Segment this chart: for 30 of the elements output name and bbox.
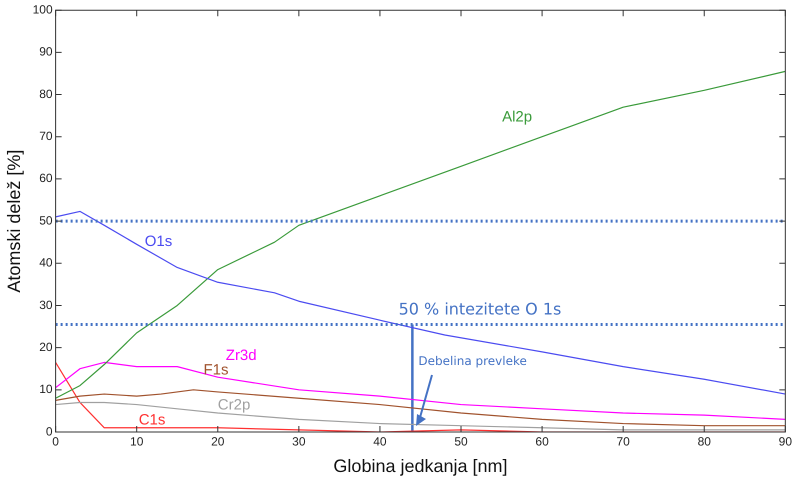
y-tick-label: 70: [39, 129, 53, 144]
x-tick-label: 50: [454, 434, 468, 449]
y-tick-label: 40: [39, 256, 53, 270]
x-tick-label: 70: [616, 434, 630, 449]
y-tick-label: 30: [39, 298, 53, 312]
x-tick-label: 90: [778, 434, 792, 449]
y-axis-title: Atomski delež [%]: [4, 150, 24, 293]
series-label: Zr3d: [226, 346, 257, 364]
series-label: O1s: [144, 232, 172, 250]
y-tick-label: 80: [39, 86, 53, 101]
y-tick-label: 90: [39, 44, 53, 59]
y-tick-label: 60: [39, 171, 53, 186]
x-tick-label: 10: [130, 434, 144, 449]
y-tick-label: 10: [39, 382, 53, 396]
x-tick-label: 80: [698, 434, 712, 449]
x-tick-label: 20: [211, 434, 225, 449]
x-tick-label: 30: [292, 434, 306, 449]
ref-line-label: 50 % intezitete O 1s: [398, 300, 562, 319]
y-tick-label: 100: [32, 2, 53, 17]
series-label: Al2p: [502, 108, 532, 126]
x-tick-label: 60: [535, 434, 550, 449]
y-tick-label: 0: [46, 424, 53, 438]
series-label: F1s: [203, 361, 228, 378]
annotation: Debelina prevleke: [418, 354, 527, 368]
x-axis-title: Globina jedkanja [nm]: [333, 456, 508, 476]
x-tick-label: 40: [373, 434, 387, 449]
y-tick-label: 20: [39, 340, 53, 354]
series-label: Cr2p: [218, 396, 250, 414]
y-tick-label: 50: [39, 213, 53, 228]
series-label: C1s: [138, 411, 166, 428]
